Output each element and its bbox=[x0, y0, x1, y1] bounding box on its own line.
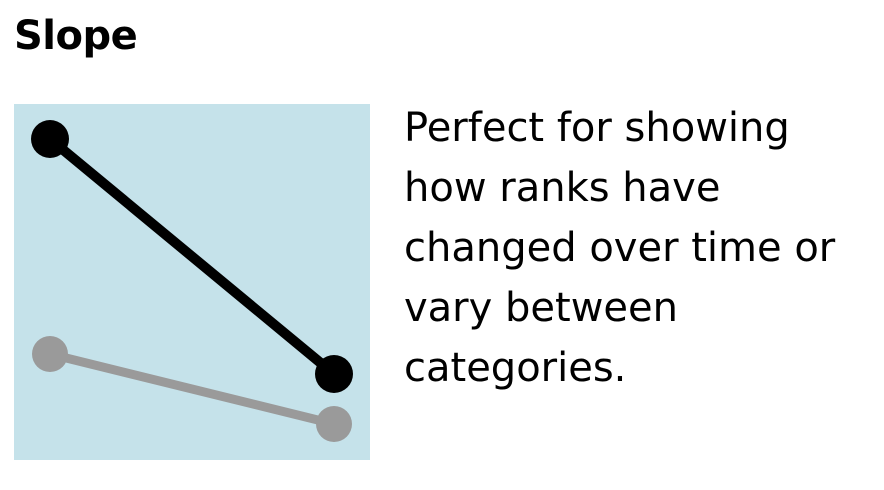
slope-chart-icon bbox=[14, 104, 370, 460]
secondary-slope-line bbox=[45, 349, 339, 429]
slope-chart-svg bbox=[14, 104, 370, 460]
secondary-start-point bbox=[32, 336, 68, 372]
secondary-end-point bbox=[316, 406, 352, 442]
primary-end-point bbox=[315, 355, 353, 393]
primary-slope-line bbox=[45, 134, 339, 379]
primary-start-point bbox=[31, 120, 69, 158]
card-title: Slope bbox=[14, 13, 138, 59]
card-description: Perfect for showing how ranks have chang… bbox=[404, 105, 836, 391]
